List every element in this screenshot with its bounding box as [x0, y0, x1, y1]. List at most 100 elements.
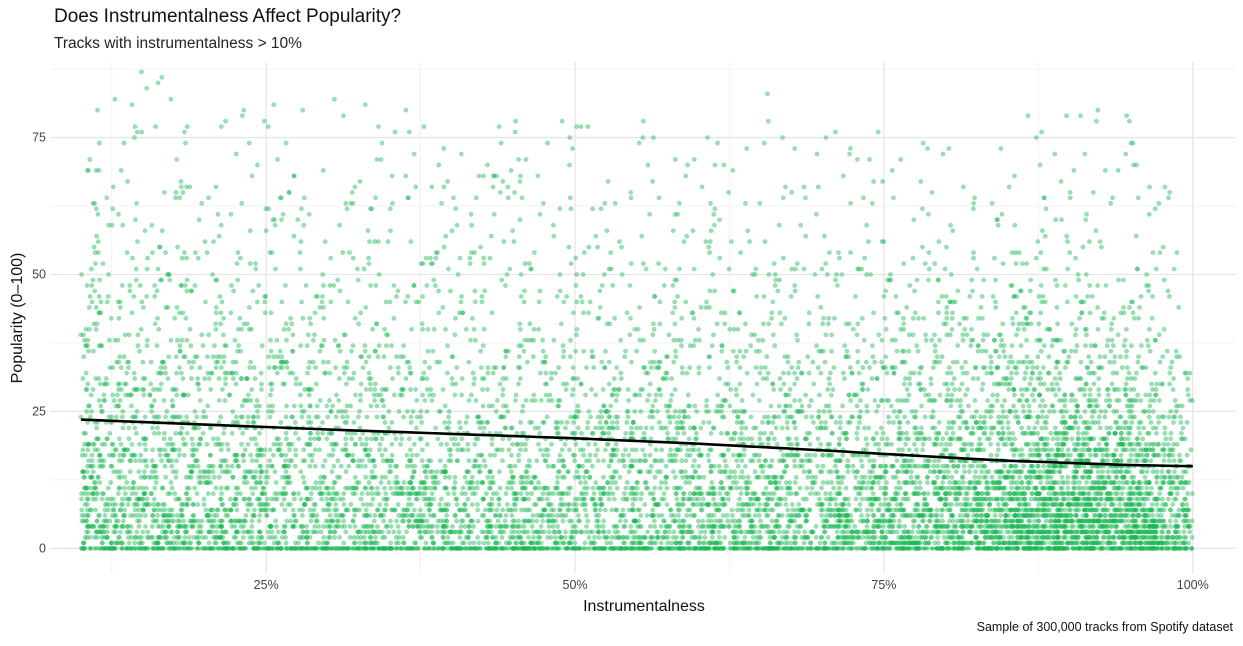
- data-point: [132, 124, 138, 130]
- data-point: [1107, 398, 1113, 403]
- data-point: [1166, 496, 1171, 502]
- data-point: [328, 408, 334, 414]
- data-point: [789, 189, 795, 195]
- data-point: [904, 430, 909, 436]
- data-point: [283, 452, 289, 458]
- data-point: [1127, 414, 1133, 420]
- data-point: [585, 124, 591, 130]
- data-point: [487, 452, 493, 458]
- data-point: [1053, 392, 1059, 398]
- data-point: [317, 398, 323, 403]
- data-point: [947, 480, 953, 485]
- data-point: [637, 535, 642, 540]
- data-point: [650, 403, 656, 409]
- data-point: [727, 403, 733, 409]
- data-point: [104, 436, 110, 442]
- data-point: [466, 524, 472, 529]
- data-point: [599, 283, 605, 288]
- data-point: [980, 496, 985, 502]
- data-point: [1145, 343, 1151, 349]
- data-point: [234, 502, 240, 507]
- data-point: [1144, 272, 1150, 277]
- data-point: [778, 474, 784, 480]
- data-point: [1043, 518, 1049, 524]
- data-point: [1140, 436, 1146, 442]
- data-point: [820, 463, 826, 469]
- data-point: [736, 452, 742, 458]
- data-point: [357, 408, 362, 414]
- data-point: [214, 277, 220, 283]
- data-point: [225, 485, 231, 491]
- data-point: [664, 485, 670, 491]
- data-point: [142, 228, 148, 234]
- data-point: [324, 496, 330, 502]
- data-point: [344, 359, 350, 365]
- data-point: [903, 376, 908, 381]
- data-point: [767, 540, 773, 546]
- data-point: [671, 469, 676, 475]
- data-point: [363, 387, 369, 392]
- data-point: [928, 376, 934, 381]
- data-point: [210, 491, 216, 496]
- data-point: [611, 376, 617, 381]
- data-point: [317, 348, 323, 354]
- data-point: [1077, 315, 1082, 321]
- data-point: [419, 419, 425, 425]
- data-point: [1049, 381, 1055, 387]
- data-point: [665, 430, 670, 436]
- data-point: [1000, 321, 1006, 327]
- data-point: [955, 463, 961, 469]
- data-point: [205, 403, 211, 409]
- data-point: [181, 524, 187, 529]
- data-points: [78, 69, 1195, 551]
- data-point: [331, 463, 337, 469]
- data-point: [1072, 535, 1078, 540]
- data-point: [561, 348, 567, 354]
- data-point: [1135, 485, 1141, 491]
- data-point: [508, 167, 514, 173]
- data-point: [251, 507, 257, 513]
- data-point: [591, 491, 597, 496]
- data-point: [1043, 496, 1049, 502]
- data-point: [961, 480, 966, 485]
- data-point: [1175, 491, 1180, 496]
- data-point: [859, 315, 865, 321]
- data-point: [996, 430, 1001, 436]
- data-point: [1171, 266, 1177, 272]
- data-point: [641, 337, 646, 343]
- data-point: [362, 348, 368, 354]
- data-point: [1073, 293, 1079, 299]
- data-point: [370, 326, 375, 332]
- data-point: [1118, 430, 1124, 436]
- data-point: [1084, 211, 1090, 217]
- data-point: [987, 502, 993, 507]
- data-point: [347, 524, 353, 529]
- data-point: [444, 370, 450, 376]
- data-point: [684, 233, 690, 239]
- data-point: [672, 277, 678, 283]
- data-point: [957, 425, 963, 431]
- data-point: [839, 535, 844, 540]
- data-point: [283, 414, 289, 420]
- data-point: [1029, 392, 1035, 398]
- data-point: [803, 392, 808, 398]
- data-point: [613, 441, 619, 447]
- data-point: [1073, 398, 1078, 403]
- data-point: [1096, 441, 1102, 447]
- data-point: [441, 184, 447, 190]
- data-point: [574, 124, 580, 130]
- data-point: [352, 184, 358, 190]
- data-point: [647, 524, 653, 529]
- data-point: [192, 283, 198, 288]
- data-point: [831, 365, 837, 370]
- data-point: [876, 480, 881, 485]
- data-point: [752, 469, 758, 475]
- data-point: [984, 408, 989, 414]
- data-point: [424, 441, 430, 447]
- data-point: [310, 337, 316, 343]
- data-point: [306, 414, 312, 420]
- data-point: [663, 463, 669, 469]
- data-point: [884, 480, 889, 485]
- data-point: [383, 299, 389, 305]
- data-point: [780, 452, 786, 458]
